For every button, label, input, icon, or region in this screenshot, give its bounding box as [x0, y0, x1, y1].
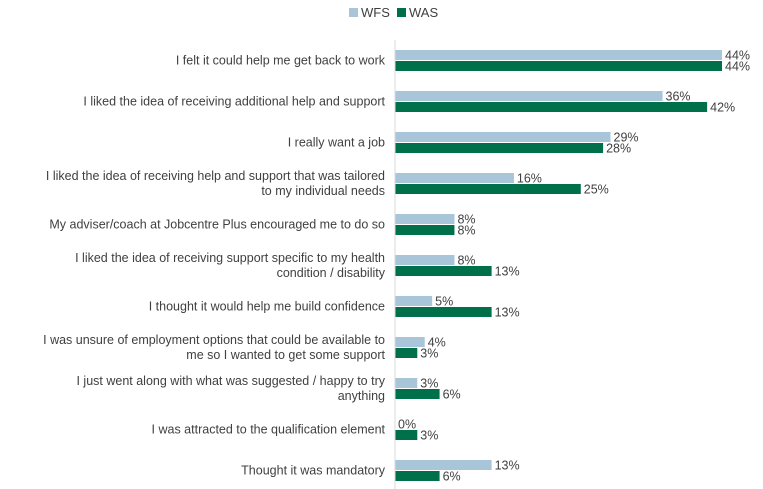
value-labels: 44%44%36%42%29%28%16%25%8%8%8%13%5%13%4%… — [398, 49, 750, 484]
bar-wfs — [395, 255, 455, 265]
data-label-was: 6% — [443, 470, 461, 484]
bar-was — [395, 348, 418, 358]
bar-wfs — [395, 91, 663, 101]
legend-swatch-was — [397, 8, 406, 17]
data-label-was: 28% — [606, 142, 631, 156]
bar-wfs — [395, 214, 455, 224]
bar-was — [395, 266, 492, 276]
bar-was — [395, 389, 440, 399]
bar-wfs — [395, 173, 514, 183]
data-label-was: 44% — [725, 60, 750, 74]
category-label: I really want a job — [288, 136, 385, 150]
bar-wfs — [395, 296, 433, 306]
bar-was — [395, 102, 708, 112]
bar-was — [395, 471, 440, 481]
data-label-wfs: 44% — [725, 49, 750, 63]
data-label-wfs: 3% — [420, 377, 438, 391]
data-label-wfs: 0% — [398, 418, 416, 432]
data-label-wfs: 29% — [614, 131, 639, 145]
category-labels: I felt it could help me get back to work… — [43, 54, 386, 478]
data-label-wfs: 36% — [666, 90, 691, 104]
bar-was — [395, 225, 455, 235]
data-label-wfs: 16% — [517, 172, 542, 186]
data-label-wfs: 8% — [457, 254, 475, 268]
bar-wfs — [395, 50, 722, 60]
category-label: I thought it would help me build confide… — [149, 300, 385, 314]
data-label-was: 3% — [420, 347, 438, 361]
bar-was — [395, 61, 722, 71]
data-label-was: 8% — [457, 224, 475, 238]
data-label-was: 42% — [710, 101, 735, 115]
bar-wfs — [395, 337, 425, 347]
category-label: Thought it was mandatory — [241, 464, 386, 478]
category-label: I liked the idea of receiving help and s… — [46, 169, 385, 198]
bar-wfs — [395, 378, 418, 388]
category-label: I liked the idea of receiving support sp… — [75, 251, 386, 280]
bar-wfs — [395, 460, 492, 470]
legend: WFS WAS — [349, 5, 438, 20]
data-label-wfs: 8% — [457, 213, 475, 227]
data-label-was: 3% — [420, 429, 438, 443]
bar-was — [395, 430, 418, 440]
category-label: I just went along with what was suggeste… — [76, 374, 385, 403]
category-label: I liked the idea of receiving additional… — [83, 95, 385, 109]
data-label-was: 13% — [495, 306, 520, 320]
bars — [395, 50, 722, 481]
category-label: I felt it could help me get back to work — [176, 54, 386, 68]
data-label-was: 6% — [443, 388, 461, 402]
legend-label-wfs: WFS — [361, 5, 390, 20]
bar-wfs — [395, 132, 611, 142]
legend-label-was: WAS — [409, 5, 438, 20]
category-label: My adviser/coach at Jobcentre Plus encou… — [49, 218, 385, 232]
data-label-wfs: 5% — [435, 295, 453, 309]
category-label: I was unsure of employment options that … — [43, 333, 385, 362]
bar-was — [395, 143, 604, 153]
data-label-was: 13% — [495, 265, 520, 279]
bar-was — [395, 184, 581, 194]
data-label-wfs: 4% — [428, 336, 446, 350]
data-label-was: 25% — [584, 183, 609, 197]
category-label: I was attracted to the qualification ele… — [152, 423, 386, 437]
bar-was — [395, 307, 492, 317]
data-label-wfs: 13% — [495, 459, 520, 473]
legend-swatch-wfs — [349, 8, 358, 17]
